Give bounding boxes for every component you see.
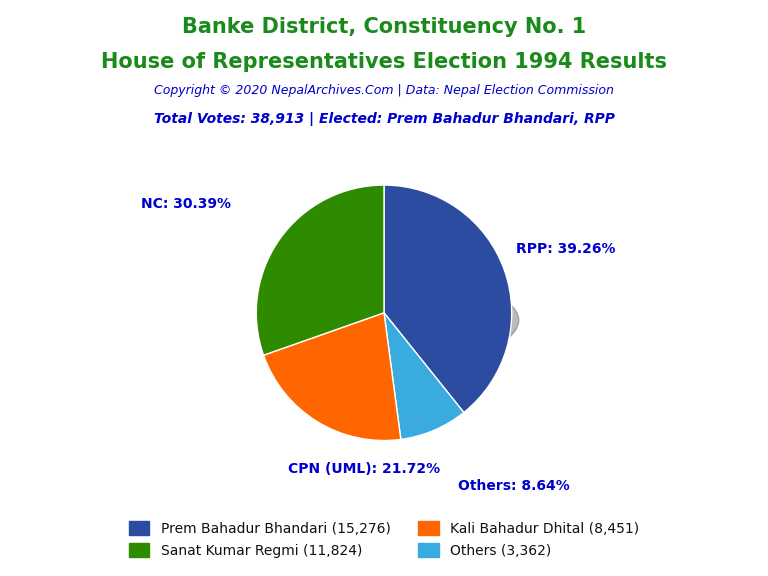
Text: NC: 30.39%: NC: 30.39% xyxy=(141,197,230,211)
Text: Banke District, Constituency No. 1: Banke District, Constituency No. 1 xyxy=(182,17,586,37)
Text: RPP: 39.26%: RPP: 39.26% xyxy=(516,242,615,256)
Wedge shape xyxy=(263,313,401,441)
Text: House of Representatives Election 1994 Results: House of Representatives Election 1994 R… xyxy=(101,52,667,72)
Text: Others: 8.64%: Others: 8.64% xyxy=(458,479,570,492)
Wedge shape xyxy=(257,185,384,355)
Text: CPN (UML): 21.72%: CPN (UML): 21.72% xyxy=(288,462,440,476)
Legend: Prem Bahadur Bhandari (15,276), Sanat Kumar Regmi (11,824), Kali Bahadur Dhital : Prem Bahadur Bhandari (15,276), Sanat Ku… xyxy=(123,516,645,563)
Text: Copyright © 2020 NepalArchives.Com | Data: Nepal Election Commission: Copyright © 2020 NepalArchives.Com | Dat… xyxy=(154,84,614,97)
Wedge shape xyxy=(384,313,464,439)
Wedge shape xyxy=(384,185,511,412)
Text: Total Votes: 38,913 | Elected: Prem Bahadur Bhandari, RPP: Total Votes: 38,913 | Elected: Prem Baha… xyxy=(154,112,614,126)
Ellipse shape xyxy=(258,275,519,365)
